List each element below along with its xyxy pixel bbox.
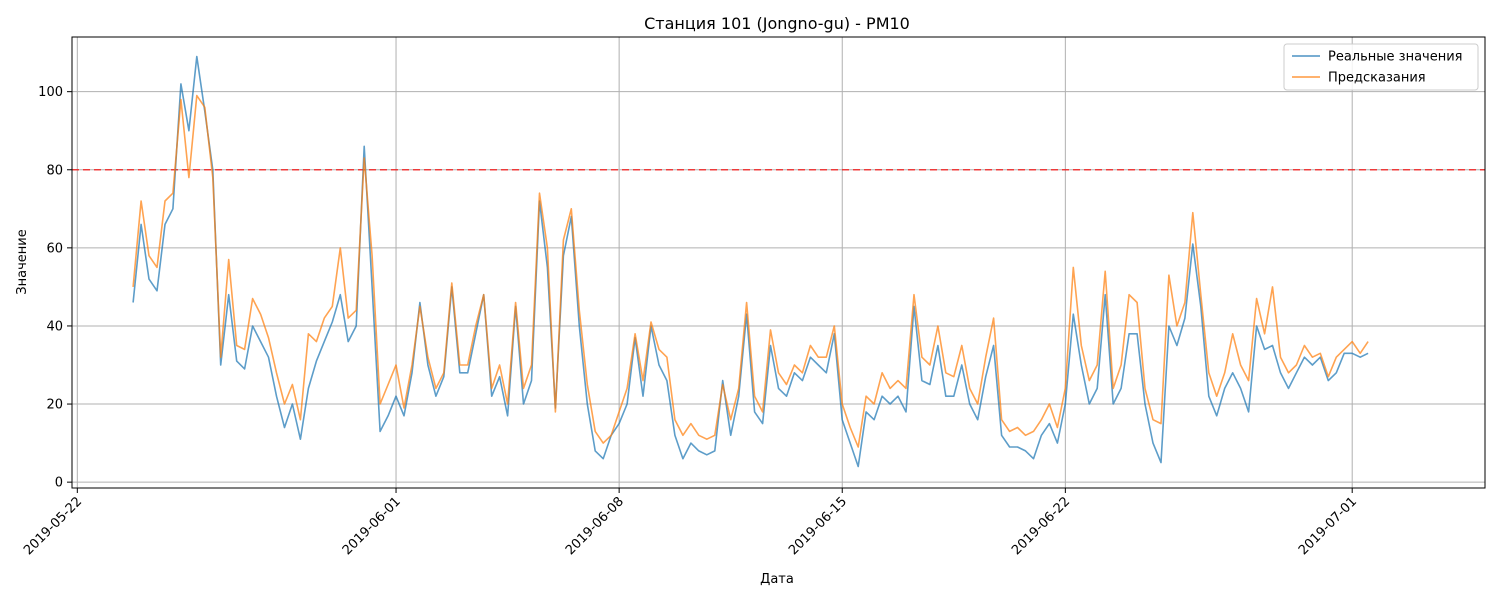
series-line-1 <box>132 94 1369 448</box>
y-axis-label: Значение <box>15 229 30 294</box>
y-tick-label: 20 <box>46 398 63 413</box>
y-tick-label: 100 <box>38 85 63 100</box>
y-tick-label: 40 <box>46 319 63 334</box>
legend: Реальные значения Предсказания <box>1283 43 1479 91</box>
legend-box <box>1283 43 1479 91</box>
plot-frame <box>71 36 1486 489</box>
y-tick-label: 60 <box>46 241 63 256</box>
series-line-0 <box>132 55 1369 468</box>
y-axis-ticks: 0 20 40 60 80 100 <box>38 85 72 491</box>
y-tick-label: 0 <box>55 476 63 491</box>
legend-label-1: Предсказания <box>1328 71 1426 86</box>
series-lines <box>132 55 1369 468</box>
chart-title: Станция 101 (Jongno-gu) - PM10 <box>644 14 910 33</box>
legend-label-0: Реальные значения <box>1328 50 1463 65</box>
x-axis-label: Дата <box>760 572 794 587</box>
y-tick-label: 80 <box>46 163 63 178</box>
